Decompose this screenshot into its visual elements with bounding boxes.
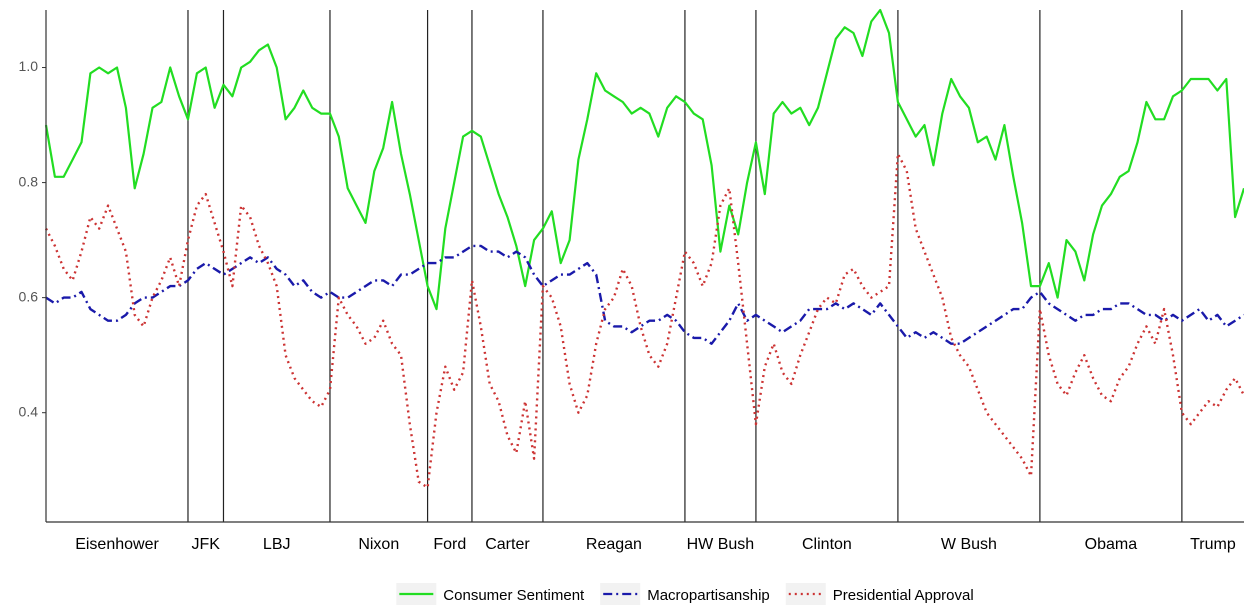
- era-label: Eisenhower: [75, 536, 159, 553]
- era-label: JFK: [192, 536, 221, 553]
- era-label: Carter: [485, 536, 530, 553]
- era-label: Trump: [1190, 536, 1236, 553]
- legend: Consumer Sentiment Macropartisanship Presi…: [396, 583, 974, 605]
- legend-key-bg: [600, 583, 641, 605]
- era-label: Clinton: [802, 536, 852, 553]
- y-tick-label: 0.4: [19, 403, 39, 419]
- era-label: W Bush: [941, 536, 997, 553]
- era-label: Obama: [1085, 536, 1138, 553]
- era-label: Reagan: [586, 536, 642, 553]
- series-line: [44, 8, 1244, 311]
- legend-key-bg: [785, 583, 826, 605]
- y-tick-label: 0.8: [19, 173, 39, 189]
- y-tick-label: 1.0: [19, 58, 39, 74]
- series-line: [44, 152, 1244, 489]
- series-line: [45, 244, 1244, 345]
- legend-label: Macropartisanship: [647, 587, 770, 604]
- legend-label: Presidential Approval: [833, 587, 974, 604]
- era-label: LBJ: [263, 536, 291, 553]
- legend-label: Consumer Sentiment: [443, 587, 585, 604]
- era-label: Ford: [433, 536, 466, 553]
- era-label: HW Bush: [687, 536, 755, 553]
- y-tick-label: 0.6: [19, 288, 39, 304]
- era-label: Nixon: [358, 536, 399, 553]
